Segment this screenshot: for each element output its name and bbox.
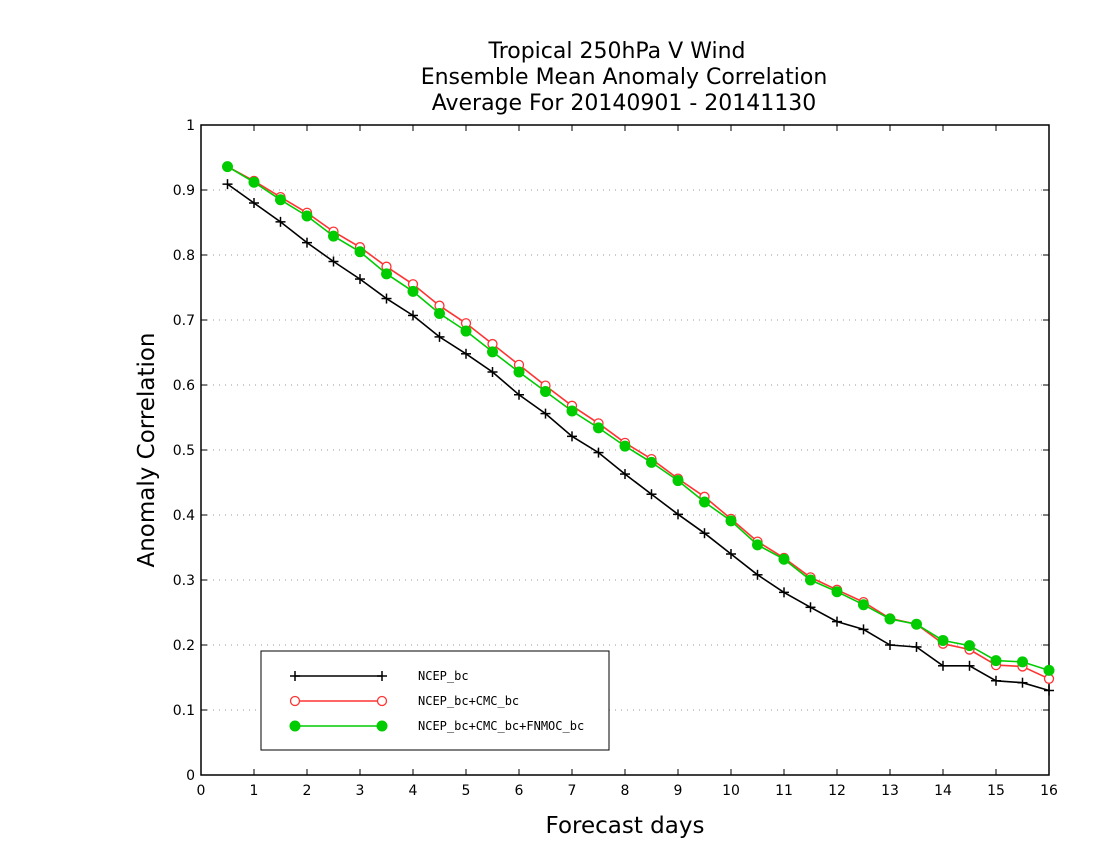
x-tick-label: 6: [515, 783, 524, 799]
x-tick-label: 15: [987, 783, 1005, 799]
y-tick-label: 0.2: [173, 638, 195, 654]
series-1: [222, 179, 1054, 696]
x-tick-label: 14: [934, 783, 952, 799]
x-tick-label: 0: [197, 783, 206, 799]
legend-box: [260, 650, 610, 751]
data-point: [513, 366, 525, 378]
data-point: [376, 695, 388, 707]
legend-label: NCEP_bc+CMC_bc+FNMOC_bc: [418, 719, 584, 733]
x-tick-label: 13: [881, 783, 899, 799]
x-tick-label: 9: [674, 783, 683, 799]
series-line: [227, 165, 1050, 680]
x-tick-label: 12: [828, 783, 846, 799]
data-point: [434, 308, 445, 319]
legend-items: NCEP_bc NCEP_bc+CMC_bc NCEP_bc+CMC_bc+FNMO…: [289, 669, 584, 733]
data-point: [937, 634, 949, 646]
x-tick-label: 8: [621, 783, 630, 799]
y-axis-label: Anomaly Correlation: [134, 332, 160, 567]
x-tick-label: 4: [409, 783, 418, 799]
legend: NCEP_bc NCEP_bc+CMC_bc NCEP_bc+CMC_bc+FNMO…: [260, 650, 610, 751]
x-tick-label: 10: [722, 783, 740, 799]
y-tick-label: 0.1: [173, 703, 195, 719]
x-tick-label: 11: [775, 783, 793, 799]
data-point: [222, 161, 233, 173]
series-3: [222, 161, 1055, 676]
legend-label: NCEP_bc+CMC_bc: [418, 694, 519, 708]
data-point: [487, 346, 498, 358]
y-tick-label: 0.7: [173, 313, 195, 329]
y-tick-label: 0.4: [173, 508, 195, 524]
legend-item: NCEP_bc: [290, 669, 469, 683]
y-tick-label: 0.3: [173, 573, 195, 589]
data-point: [289, 720, 301, 732]
data-point: [460, 325, 472, 337]
y-tick-label: 0: [186, 768, 195, 784]
data-point: [831, 586, 843, 598]
data-point: [376, 720, 388, 732]
data-point: [752, 539, 763, 551]
legend-item: NCEP_bc+CMC_bc: [289, 694, 519, 708]
data-point: [911, 618, 922, 630]
legend-label: NCEP_bc: [418, 669, 469, 683]
series-line: [227, 183, 1050, 692]
data-point: [990, 655, 1002, 667]
data-point: [725, 515, 737, 527]
data-point: [884, 613, 896, 625]
title-line-1: Tropical 250hPa V Wind: [487, 39, 745, 64]
data-point: [407, 285, 419, 297]
data-point: [672, 475, 684, 487]
y-tick-label: 1: [186, 118, 195, 134]
data-point: [275, 194, 286, 206]
x-tick-label: 7: [568, 783, 577, 799]
title-line-3: Average For 20140901 - 20141130: [432, 91, 817, 116]
data-point: [248, 176, 260, 188]
series-2: [222, 161, 1055, 684]
data-point: [301, 210, 313, 222]
data-point: [354, 246, 366, 258]
data-point: [1017, 656, 1028, 668]
data-point: [1043, 664, 1055, 676]
legend-item: NCEP_bc+CMC_bc+FNMOC_bc: [289, 719, 584, 733]
data-point: [540, 386, 551, 397]
x-tick-label: 3: [356, 783, 365, 799]
data-point: [328, 230, 339, 242]
data-point: [566, 405, 578, 417]
data-series: [222, 161, 1055, 696]
x-axis-label: Forecast days: [546, 813, 705, 839]
y-tick-label: 0.6: [173, 378, 195, 394]
data-point: [964, 640, 975, 652]
x-tick-label: 5: [462, 783, 471, 799]
data-point: [699, 496, 710, 508]
data-point: [778, 553, 790, 565]
data-point: [805, 574, 816, 586]
x-tick-label: 16: [1040, 783, 1058, 799]
chart-title: Tropical 250hPa V Wind Ensemble Mean Ano…: [421, 39, 828, 116]
data-point: [619, 440, 631, 452]
title-line-2: Ensemble Mean Anomaly Correlation: [421, 65, 828, 90]
x-tick-label: 2: [303, 783, 312, 799]
data-point: [289, 695, 301, 707]
y-tick-label: 0.8: [173, 248, 195, 264]
y-tick-label: 0.5: [173, 443, 195, 459]
data-point: [646, 456, 657, 468]
y-tick-label: 0.9: [173, 183, 195, 199]
data-point: [593, 422, 604, 434]
data-point: [381, 268, 392, 280]
axis-ticks: 00.10.20.30.40.50.60.70.80.910 1 2 3 4 5 6 7 8 9 1…: [173, 118, 1058, 799]
data-point: [858, 599, 869, 611]
x-tick-label: 1: [250, 783, 259, 799]
